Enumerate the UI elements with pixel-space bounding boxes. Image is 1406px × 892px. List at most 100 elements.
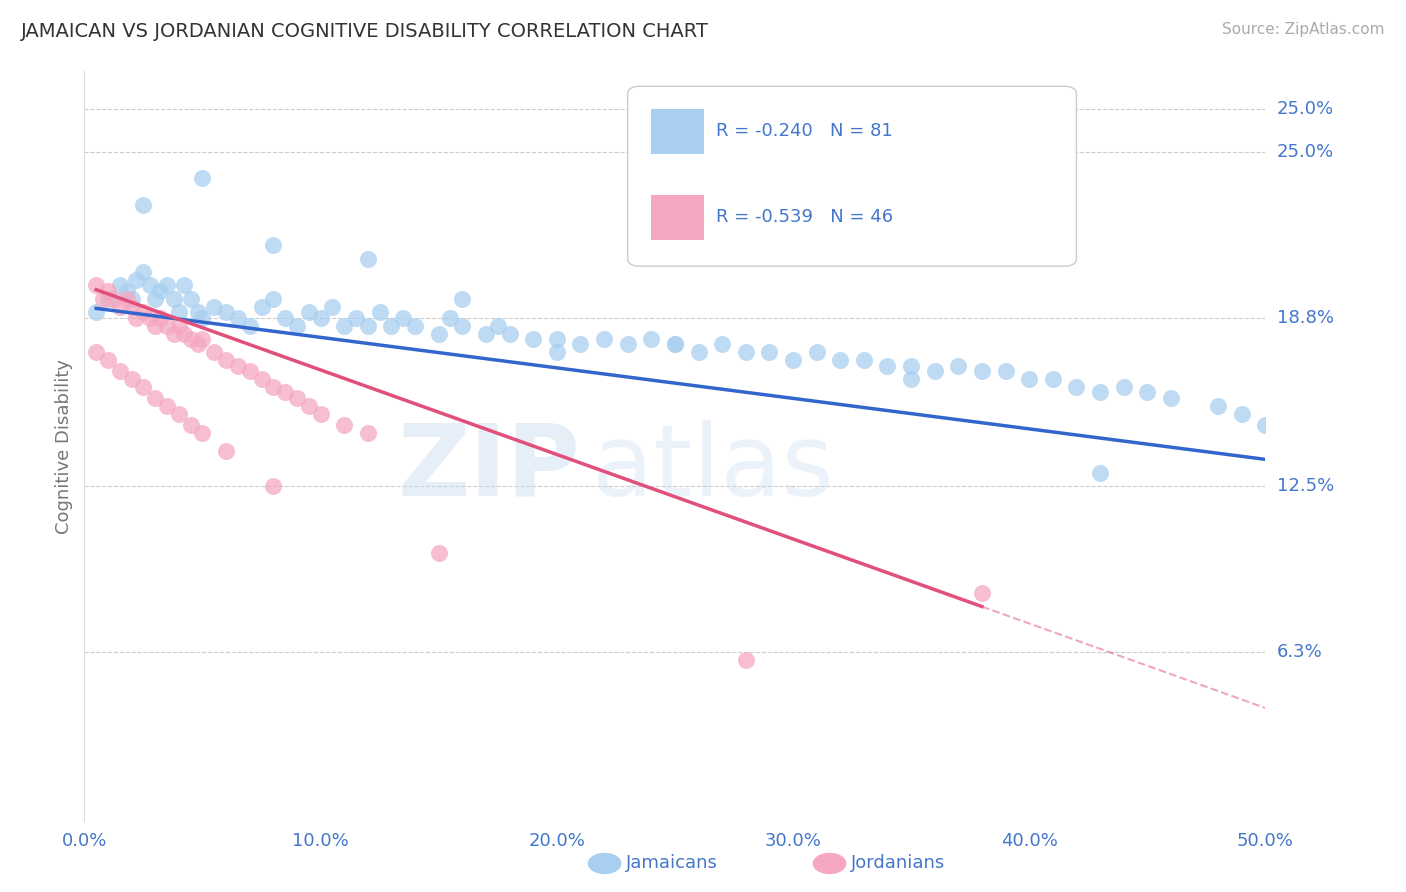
Point (546, 345, 568, 359)
Point (180, 292, 202, 306)
Point (191, 425, 214, 440)
Point (274, 310, 297, 325)
Point (180, 332, 202, 346)
Point (239, 364, 262, 378)
Text: ZIP: ZIP (398, 420, 581, 517)
Point (970, 364, 993, 378)
Point (758, 345, 780, 359)
Point (97, 353, 120, 368)
Point (1230, 407, 1253, 421)
Point (202, 345, 225, 359)
Point (180, 417, 202, 432)
Point (333, 417, 356, 432)
Point (285, 318, 308, 333)
Point (163, 326, 186, 341)
Point (711, 337, 734, 351)
Point (262, 238, 284, 252)
Point (173, 326, 195, 341)
Point (173, 278, 195, 293)
Text: 12.5%: 12.5% (1277, 477, 1334, 495)
Point (101, 292, 124, 306)
Point (782, 353, 804, 368)
Point (139, 310, 162, 325)
Point (522, 332, 544, 346)
Point (852, 353, 875, 368)
Text: atlas: atlas (592, 420, 834, 517)
Point (333, 318, 356, 333)
Point (1042, 372, 1064, 386)
FancyBboxPatch shape (651, 195, 704, 240)
Point (298, 305, 321, 319)
Point (250, 300, 273, 314)
Text: 25.0%: 25.0% (1277, 100, 1334, 118)
Point (321, 300, 343, 314)
Point (226, 359, 249, 373)
Point (616, 337, 638, 351)
Point (309, 310, 332, 325)
Point (115, 284, 138, 298)
Point (569, 337, 592, 351)
Point (215, 305, 238, 319)
Point (1112, 380, 1135, 394)
Point (380, 318, 402, 333)
Point (900, 359, 922, 373)
Text: 18.8%: 18.8% (1277, 309, 1333, 326)
Point (132, 380, 155, 394)
Text: R = -0.240   N = 81: R = -0.240 N = 81 (716, 122, 893, 140)
Point (97, 284, 120, 298)
Point (187, 305, 209, 319)
Point (156, 278, 179, 293)
Point (121, 292, 143, 306)
Point (167, 318, 190, 333)
Point (97, 292, 120, 306)
Point (475, 326, 498, 341)
Point (640, 332, 662, 346)
Point (239, 318, 262, 333)
Point (191, 310, 214, 325)
Point (664, 337, 686, 351)
Point (132, 265, 155, 279)
Point (1254, 417, 1277, 432)
Point (167, 407, 190, 421)
Point (262, 380, 284, 394)
Point (427, 546, 450, 560)
Point (486, 318, 509, 333)
Point (215, 444, 238, 458)
Point (498, 326, 520, 341)
Point (451, 292, 474, 306)
Point (1066, 380, 1088, 394)
Point (132, 198, 155, 212)
Point (876, 359, 898, 373)
Point (262, 292, 284, 306)
Point (202, 300, 225, 314)
Point (970, 586, 993, 600)
Point (593, 332, 616, 346)
Text: R = -0.539   N = 46: R = -0.539 N = 46 (716, 209, 893, 227)
Point (143, 292, 166, 306)
Y-axis label: Cognitive Disability: Cognitive Disability (55, 359, 73, 533)
Point (357, 252, 380, 266)
Point (900, 372, 922, 386)
Point (994, 364, 1017, 378)
Point (91, 292, 114, 306)
Point (427, 326, 450, 341)
FancyBboxPatch shape (627, 87, 1077, 266)
Point (357, 318, 380, 333)
Point (404, 318, 426, 333)
Point (1018, 372, 1040, 386)
Text: JAMAICAN VS JORDANIAN COGNITIVE DISABILITY CORRELATION CHART: JAMAICAN VS JORDANIAN COGNITIVE DISABILI… (21, 22, 709, 41)
Point (734, 345, 756, 359)
Point (84, 305, 107, 319)
FancyBboxPatch shape (651, 109, 704, 153)
Text: 6.3%: 6.3% (1277, 643, 1322, 661)
Point (121, 372, 143, 386)
Text: 25.0%: 25.0% (1277, 143, 1334, 161)
Point (285, 391, 308, 405)
Point (132, 305, 155, 319)
Point (546, 332, 568, 346)
Point (143, 391, 166, 405)
Point (262, 479, 284, 493)
Point (924, 364, 946, 378)
Point (1206, 399, 1229, 413)
Point (664, 337, 686, 351)
